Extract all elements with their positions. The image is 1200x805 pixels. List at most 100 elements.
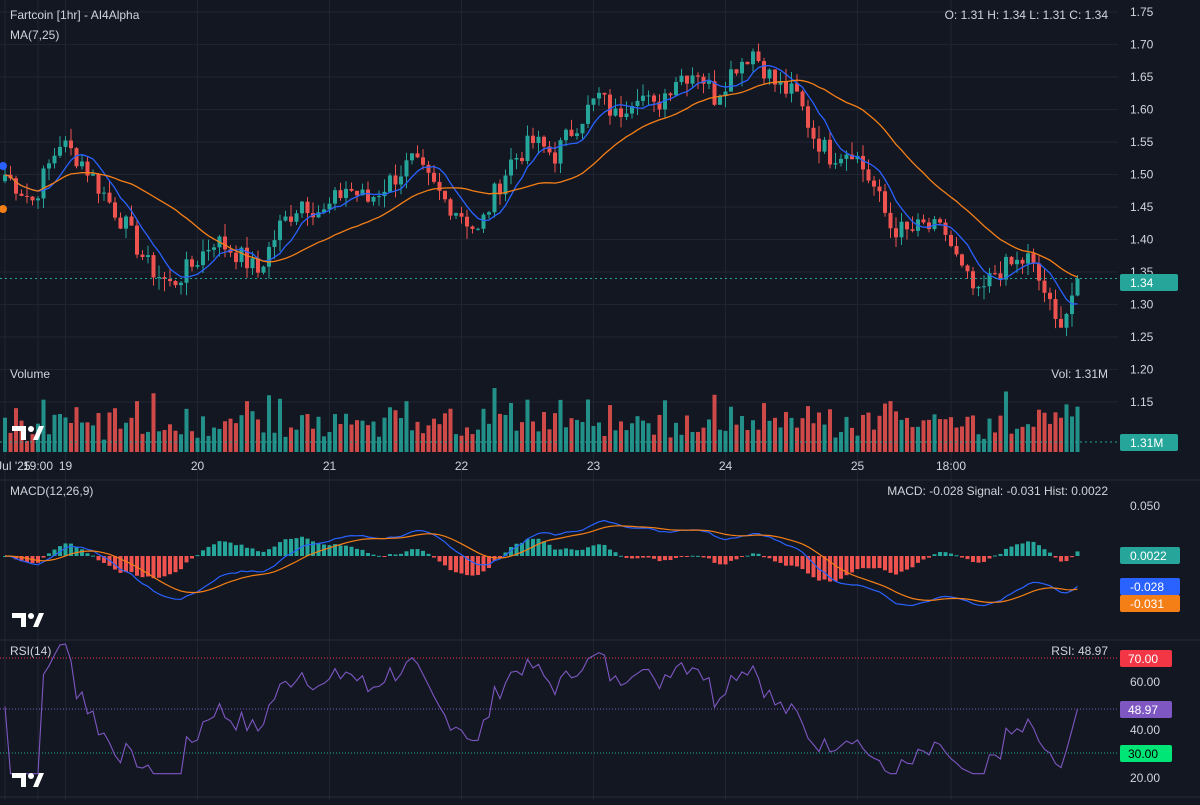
macd-hist-bar [393, 554, 398, 556]
candle-body [393, 175, 398, 185]
volume-bar [553, 413, 557, 452]
volume-bar [674, 422, 678, 452]
candle-body [107, 192, 112, 203]
macd-hist-bar [795, 556, 799, 567]
volume-bar [168, 424, 172, 452]
macd-hist-bar [1031, 541, 1036, 556]
volume-bar [987, 418, 992, 452]
candle [124, 214, 128, 239]
volume-bar [696, 431, 700, 452]
candle-body [1064, 313, 1069, 328]
macd-hist-bar [355, 548, 359, 556]
candle-body [608, 94, 612, 116]
candle [938, 217, 942, 225]
candle-body [531, 135, 535, 143]
volume-bar [619, 421, 623, 452]
volume-bar [1009, 433, 1014, 452]
volume-bar [201, 416, 205, 452]
volume-bar [1037, 409, 1041, 452]
candle-body [278, 220, 282, 241]
candle-body [547, 146, 552, 153]
candle [734, 69, 739, 76]
candle [184, 251, 189, 296]
macd-hist-bar [399, 553, 403, 556]
rsi-current-badge: 48.97 [1120, 701, 1172, 718]
volume-bar [162, 430, 167, 452]
volume-bar [267, 395, 271, 452]
rsi-upper-badge: 70.00 [1120, 650, 1172, 667]
macd-title: MACD(12,26,9) [10, 484, 93, 498]
candle [410, 153, 414, 165]
candle-body [25, 195, 29, 197]
macd-hist-bar [1048, 552, 1052, 556]
candle [932, 215, 937, 232]
volume-bar [184, 408, 189, 452]
candle-body [960, 254, 964, 266]
macd-hist-bar [305, 538, 310, 556]
price-axis: 1.151.201.251.301.351.401.451.501.551.60… [1130, 5, 1154, 409]
volume-bar [470, 434, 475, 452]
price-tick-label: 1.30 [1130, 298, 1154, 312]
candle-body [74, 148, 79, 167]
macd-hist-bar [432, 556, 436, 558]
volume-bar [872, 429, 876, 452]
macd-hist-bar [542, 541, 546, 556]
macd-hist-bar [828, 556, 832, 582]
macd-hist-bar [668, 556, 673, 560]
macd-hist-bar [454, 556, 458, 573]
macd-hist-bar [866, 556, 871, 569]
volume-bar [91, 425, 95, 452]
volume-bar [30, 434, 35, 452]
candle [41, 165, 46, 209]
volume-bar [938, 419, 942, 452]
volume-bar [536, 431, 541, 452]
volume-bar [690, 432, 695, 452]
volume-bar [360, 420, 365, 452]
candle [289, 204, 293, 227]
macd-hist-bar [377, 555, 381, 557]
volume-bar [289, 427, 293, 452]
macd-hist-bar [916, 556, 920, 563]
candle [146, 245, 150, 264]
volume-bar [932, 414, 937, 452]
macd-hist-bar [976, 556, 981, 563]
candle [1070, 282, 1074, 327]
price-tick-label: 1.40 [1130, 233, 1154, 247]
price-tick-label: 1.75 [1130, 5, 1154, 19]
volume-bar [47, 434, 51, 452]
candle-body [465, 216, 469, 227]
volume-bar [1004, 391, 1008, 452]
volume-bar [960, 426, 964, 452]
volume-bar [437, 424, 442, 452]
candle-body [118, 217, 123, 229]
macd-hist-bar [630, 556, 634, 559]
macd-hist-bar [756, 553, 761, 556]
candle [844, 150, 849, 171]
volume-bar [492, 388, 497, 452]
candle [311, 202, 315, 226]
volume-bar [371, 421, 376, 452]
volume-bar [476, 429, 480, 452]
volume-bar [828, 409, 832, 452]
volume-bar [773, 417, 777, 452]
svg-text:0.0022: 0.0022 [1130, 549, 1167, 563]
macd-hist-bar [327, 545, 332, 556]
volume-bar [146, 431, 150, 452]
macd-hist-bar [960, 556, 964, 558]
volume-bar [613, 430, 618, 452]
macd-hist-bar [690, 555, 695, 557]
rsi-line [4, 643, 1079, 775]
macd-hist-bar [965, 556, 970, 560]
volume-bar [1064, 404, 1069, 452]
candle-body [866, 169, 871, 181]
candle [1053, 289, 1058, 329]
volume-bar [399, 417, 403, 452]
macd-hist-bar [641, 556, 645, 558]
candle [58, 136, 62, 159]
candle [685, 75, 689, 97]
candle-body [426, 164, 431, 173]
volume-bar [1070, 416, 1074, 452]
candle-body [245, 247, 249, 269]
